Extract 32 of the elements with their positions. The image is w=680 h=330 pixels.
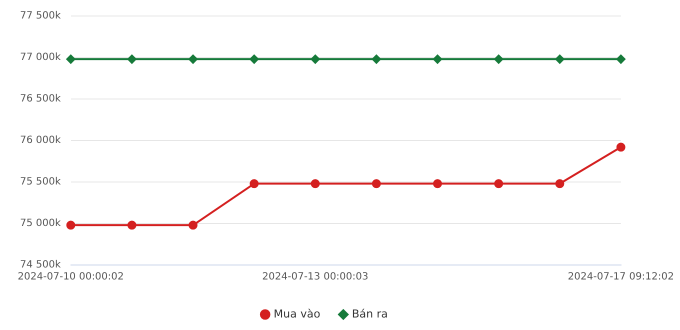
point (555, 179, 564, 188)
point (310, 54, 320, 64)
y-tick-label: 76 500k (20, 94, 61, 105)
point (250, 179, 259, 188)
point (250, 54, 259, 64)
point (433, 179, 442, 188)
y-tick-label: 74 500k (20, 260, 61, 271)
point (372, 54, 381, 64)
x-tick-label: 2024-07-10 00:00:02 (18, 272, 124, 283)
point (555, 54, 564, 64)
legend-label: Bán ra (352, 307, 388, 320)
point (127, 220, 136, 230)
x-tick-label: 2024-07-13 00:00:03 (262, 272, 368, 283)
point (127, 54, 136, 64)
y-tick-label: 77 500k (20, 10, 61, 22)
x-tick-label: 2024-07-17 09:12:02 (568, 272, 674, 283)
y-tick-label: 77 000k (20, 52, 61, 64)
point (433, 54, 442, 64)
legend-label: Mua vào (274, 307, 321, 320)
y-tick-label: 75 500k (20, 176, 61, 188)
point (616, 54, 626, 64)
point (372, 179, 381, 188)
point (66, 54, 76, 64)
point (494, 179, 504, 188)
point (188, 54, 198, 64)
point (616, 142, 626, 152)
point (310, 179, 320, 188)
y-tick-label: 75 000k (20, 218, 61, 230)
point (188, 220, 198, 230)
point (66, 220, 76, 230)
point (494, 54, 504, 64)
y-tick-label: 76 000k (20, 135, 61, 146)
